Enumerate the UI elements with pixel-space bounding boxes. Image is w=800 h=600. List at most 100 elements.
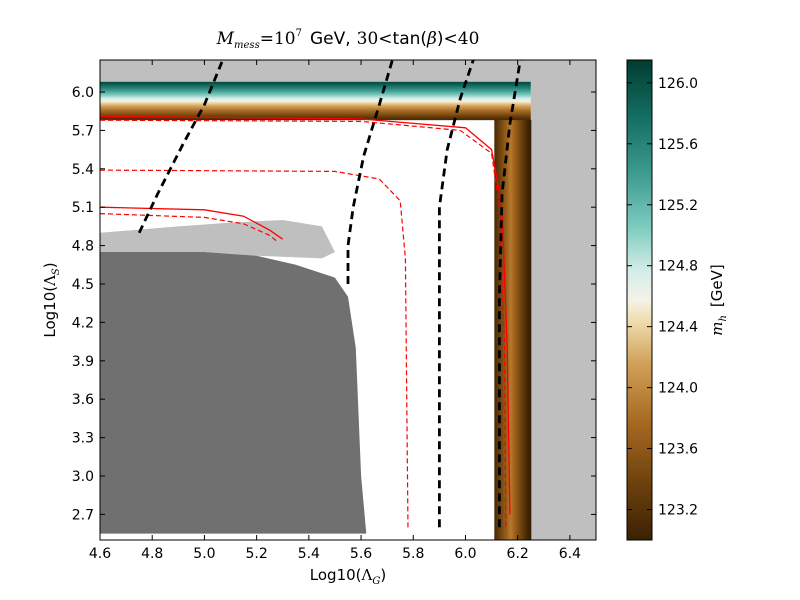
excluded-region-dark (100, 252, 367, 534)
colorbar-tick-label: 125.6 (658, 137, 698, 153)
band-strip-top (100, 97, 531, 99)
band-strip-top (100, 83, 531, 86)
band-strip-right (529, 120, 532, 540)
x-tick-label: 5.6 (350, 546, 372, 562)
band-strip-right (502, 120, 504, 540)
band-strip-top (100, 119, 531, 121)
band-strip-top (100, 101, 531, 104)
x-tick-label: 6.2 (507, 546, 529, 562)
y-tick-label: 3.0 (72, 469, 94, 485)
x-tick-label: 4.8 (141, 546, 163, 562)
band-strip-right (528, 120, 531, 540)
band-strip-top (100, 81, 531, 84)
band-strip-top (100, 85, 531, 88)
x-axis-ticks: 4.6 4.8 5.0 5.2 5.4 5.6 5.8 6.0 6.2 6.4 (89, 60, 581, 562)
band-strip-right (495, 120, 497, 540)
band-strip-right (507, 120, 510, 540)
y-tick-label: 5.4 (72, 162, 94, 178)
band-strip-top (100, 84, 531, 87)
x-tick-label: 4.6 (89, 546, 111, 562)
band-strip-right (511, 120, 514, 540)
band-strip-right (527, 120, 530, 540)
y-label-symbol: Λ (41, 275, 59, 287)
y-tick-label: 5.7 (72, 123, 94, 139)
plot-content (100, 60, 596, 540)
band-strip-top (100, 95, 531, 97)
band-strip-right (500, 120, 503, 540)
colorbar-ticks: 123.2 123.6 124.0 124.4 124.8 125.2 125.6 126.0 (627, 76, 698, 519)
y-tick-label: 4.5 (72, 277, 94, 293)
x-label-symbol: Λ (361, 566, 373, 584)
band-strip-top (100, 98, 531, 100)
x-label-subscript: G (372, 576, 380, 587)
band-strip-top (100, 115, 531, 117)
band-strip-right (517, 120, 519, 540)
band-strip-top (100, 94, 531, 96)
x-tick-label: 5.8 (402, 546, 424, 562)
title-tan-label: tan( (393, 29, 428, 49)
y-tick-label: 3.3 (72, 431, 94, 447)
red-solid-contour-1 (100, 115, 511, 515)
band-strip-top (100, 111, 531, 114)
colorbar-label-unit: [GeV] (708, 264, 726, 307)
x-label-prefix: Log10( (310, 566, 362, 584)
colorbar-label-subscript: h (718, 315, 729, 321)
colorbar-label-symbol: m (708, 322, 726, 336)
band-strip-right (494, 120, 496, 540)
colorbar-tick-label: 123.6 (658, 442, 698, 458)
band-strip-right (509, 120, 512, 540)
band-strip-top (100, 109, 531, 112)
band-strip-right (504, 120, 506, 540)
band-strip-top (100, 107, 531, 110)
band-strip-right (521, 120, 524, 540)
band-strip-right (518, 120, 521, 540)
y-label-suffix: ) (41, 262, 59, 268)
title-mess-symbol: M (216, 29, 235, 49)
x-tick-label: 5.0 (193, 546, 215, 562)
red-dashed-contour-1 (100, 119, 507, 530)
black-dashed-contour-4 (498, 60, 522, 528)
band-strip-top (100, 108, 531, 111)
band-strip-right (508, 120, 511, 540)
title-tan-close: ) (437, 29, 444, 49)
x-tick-label: 6.4 (559, 546, 581, 562)
band-strip-right (496, 120, 498, 540)
y-label-prefix: Log10( (41, 286, 59, 338)
title-mess-subscript: mess (234, 40, 260, 51)
black-dashed-contour-1 (137, 60, 224, 234)
y-tick-label: 5.1 (72, 200, 94, 216)
y-tick-label: 6.0 (72, 85, 94, 101)
black-dashed-contour-3 (438, 60, 475, 528)
colorbar-tick-label: 124.8 (658, 259, 698, 275)
x-label-suffix: ) (380, 566, 386, 584)
band-strip-right (522, 120, 525, 540)
band-strip-right (515, 120, 517, 540)
x-tick-label: 6.0 (454, 546, 476, 562)
mh-band (100, 81, 532, 540)
band-strip-right (510, 120, 513, 540)
red-dashed-contour-3 (100, 169, 409, 530)
band-strip-top (100, 116, 531, 118)
band-strip-right (524, 120, 526, 540)
title-beta: β (426, 29, 437, 49)
band-strip-right (525, 120, 527, 540)
band-strip-right (514, 120, 516, 540)
band-strip-right (517, 120, 520, 540)
band-strip-top (100, 104, 531, 107)
x-tick-label: 5.4 (298, 546, 320, 562)
title-lt-2: < (444, 29, 458, 49)
y-axis-ticks: 2.7 3.0 3.3 3.6 3.9 4.2 4.5 4.8 5.1 5.4 5.7 6.0 (72, 85, 596, 523)
band-strip-right (520, 120, 523, 540)
band-strip-top (100, 100, 531, 102)
colorbar-label: mh [GeV] (708, 264, 729, 336)
excluded-region-light (100, 220, 335, 259)
x-axis-label: Log10(ΛG) (310, 566, 386, 587)
band-strip-top (100, 92, 531, 94)
band-strip-top (100, 114, 531, 116)
title-tan-upper: 40 (458, 29, 480, 49)
band-strip-top (100, 89, 531, 91)
band-strip-top (100, 110, 531, 113)
band-strip-top (100, 103, 531, 106)
title-lt-1: < (378, 29, 392, 49)
band-strip-top (100, 82, 531, 85)
